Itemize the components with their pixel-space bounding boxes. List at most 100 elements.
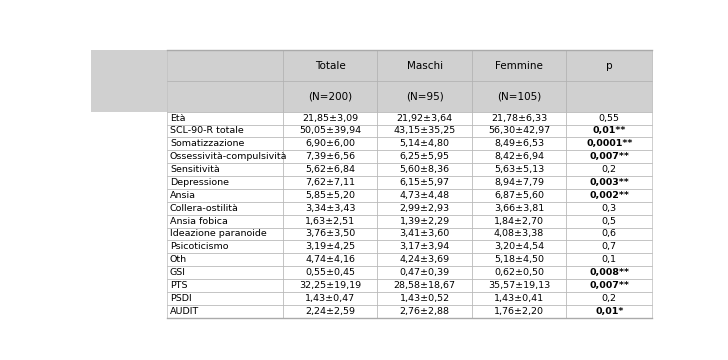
Text: 7,62±7,11: 7,62±7,11 — [305, 178, 355, 187]
Bar — [566, 279, 652, 292]
Text: 0,01*: 0,01* — [595, 307, 623, 316]
Bar — [283, 176, 377, 189]
Text: 0,55±0,45: 0,55±0,45 — [305, 268, 355, 277]
Bar — [283, 50, 377, 81]
Text: 0,01**: 0,01** — [593, 126, 626, 135]
Text: 1,43±0,41: 1,43±0,41 — [494, 294, 544, 303]
Bar — [167, 125, 283, 138]
Bar — [377, 305, 472, 318]
Bar — [283, 215, 377, 228]
Bar — [472, 138, 566, 150]
Text: 50,05±39,94: 50,05±39,94 — [299, 126, 361, 135]
Text: 0,5: 0,5 — [602, 217, 617, 226]
Text: 3,17±3,94: 3,17±3,94 — [400, 242, 450, 251]
Text: 0,007**: 0,007** — [589, 281, 629, 290]
Bar — [377, 279, 472, 292]
Text: 4,08±3,38: 4,08±3,38 — [494, 229, 544, 238]
Text: p: p — [606, 60, 612, 71]
Bar — [566, 50, 652, 81]
Bar — [566, 163, 652, 176]
Bar — [167, 81, 283, 112]
Bar — [566, 228, 652, 240]
Bar — [377, 81, 472, 112]
Bar — [283, 138, 377, 150]
Text: Sensitività: Sensitività — [170, 165, 220, 174]
Text: Ansia fobica: Ansia fobica — [170, 217, 228, 226]
Text: Totale: Totale — [315, 60, 346, 71]
Bar — [566, 253, 652, 266]
Text: 6,25±5,95: 6,25±5,95 — [400, 152, 450, 161]
Bar — [167, 228, 283, 240]
Text: PSDI: PSDI — [170, 294, 191, 303]
Bar — [283, 228, 377, 240]
Bar — [566, 292, 652, 305]
Text: 6,87±5,60: 6,87±5,60 — [494, 191, 544, 200]
Text: 5,63±5,13: 5,63±5,13 — [494, 165, 544, 174]
Bar — [167, 163, 283, 176]
Bar — [566, 176, 652, 189]
Text: 4,74±4,16: 4,74±4,16 — [305, 255, 355, 264]
Text: 0,003**: 0,003** — [590, 178, 629, 187]
Bar — [283, 266, 377, 279]
Bar — [472, 215, 566, 228]
Bar — [283, 202, 377, 215]
Bar — [566, 112, 652, 125]
Text: 0,7: 0,7 — [602, 242, 617, 251]
Bar — [566, 81, 652, 112]
Text: 3,66±3,81: 3,66±3,81 — [494, 204, 544, 213]
Bar — [472, 50, 566, 81]
Text: 21,85±3,09: 21,85±3,09 — [302, 114, 358, 123]
Bar — [472, 176, 566, 189]
Text: 0,0001**: 0,0001** — [586, 139, 633, 148]
Bar — [167, 150, 283, 163]
Bar — [472, 305, 566, 318]
Text: 0,6: 0,6 — [602, 229, 617, 238]
Bar — [167, 189, 283, 202]
Text: 5,85±5,20: 5,85±5,20 — [305, 191, 355, 200]
Text: Maschi: Maschi — [406, 60, 443, 71]
Bar — [377, 150, 472, 163]
Text: Età: Età — [170, 114, 186, 123]
Text: 5,18±4,50: 5,18±4,50 — [494, 255, 544, 264]
Bar — [167, 215, 283, 228]
Text: 35,57±19,13: 35,57±19,13 — [488, 281, 550, 290]
Text: (N=95): (N=95) — [405, 91, 443, 101]
Text: 3,76±3,50: 3,76±3,50 — [305, 229, 355, 238]
Text: 3,34±3,43: 3,34±3,43 — [305, 204, 355, 213]
Text: 3,20±4,54: 3,20±4,54 — [494, 242, 544, 251]
Text: 1,43±0,47: 1,43±0,47 — [305, 294, 355, 303]
Text: Depressione: Depressione — [170, 178, 229, 187]
Bar — [377, 138, 472, 150]
Text: 28,58±18,67: 28,58±18,67 — [394, 281, 456, 290]
Bar — [377, 176, 472, 189]
Text: 1,39±2,29: 1,39±2,29 — [400, 217, 450, 226]
Text: 0,1: 0,1 — [602, 255, 617, 264]
Text: 0,55: 0,55 — [598, 114, 620, 123]
Bar — [472, 253, 566, 266]
Text: Oth: Oth — [170, 255, 187, 264]
Bar — [283, 150, 377, 163]
Text: Ansia: Ansia — [170, 191, 196, 200]
Text: Ossessività-compulsività: Ossessività-compulsività — [170, 152, 288, 161]
Bar — [167, 202, 283, 215]
Text: 2,76±2,88: 2,76±2,88 — [400, 307, 450, 316]
Bar — [472, 125, 566, 138]
Bar — [283, 189, 377, 202]
Bar — [377, 253, 472, 266]
Bar — [377, 163, 472, 176]
Text: Collera-ostilità: Collera-ostilità — [170, 204, 239, 213]
Text: PTS: PTS — [170, 281, 188, 290]
Bar — [167, 50, 283, 81]
Bar — [377, 112, 472, 125]
Text: 32,25±19,19: 32,25±19,19 — [299, 281, 361, 290]
Bar — [283, 81, 377, 112]
Bar — [472, 228, 566, 240]
Bar — [167, 279, 283, 292]
Text: 5,60±8,36: 5,60±8,36 — [400, 165, 450, 174]
Bar — [283, 125, 377, 138]
Bar — [377, 50, 472, 81]
Bar — [566, 305, 652, 318]
Bar — [377, 266, 472, 279]
Bar — [167, 305, 283, 318]
Bar — [283, 240, 377, 253]
